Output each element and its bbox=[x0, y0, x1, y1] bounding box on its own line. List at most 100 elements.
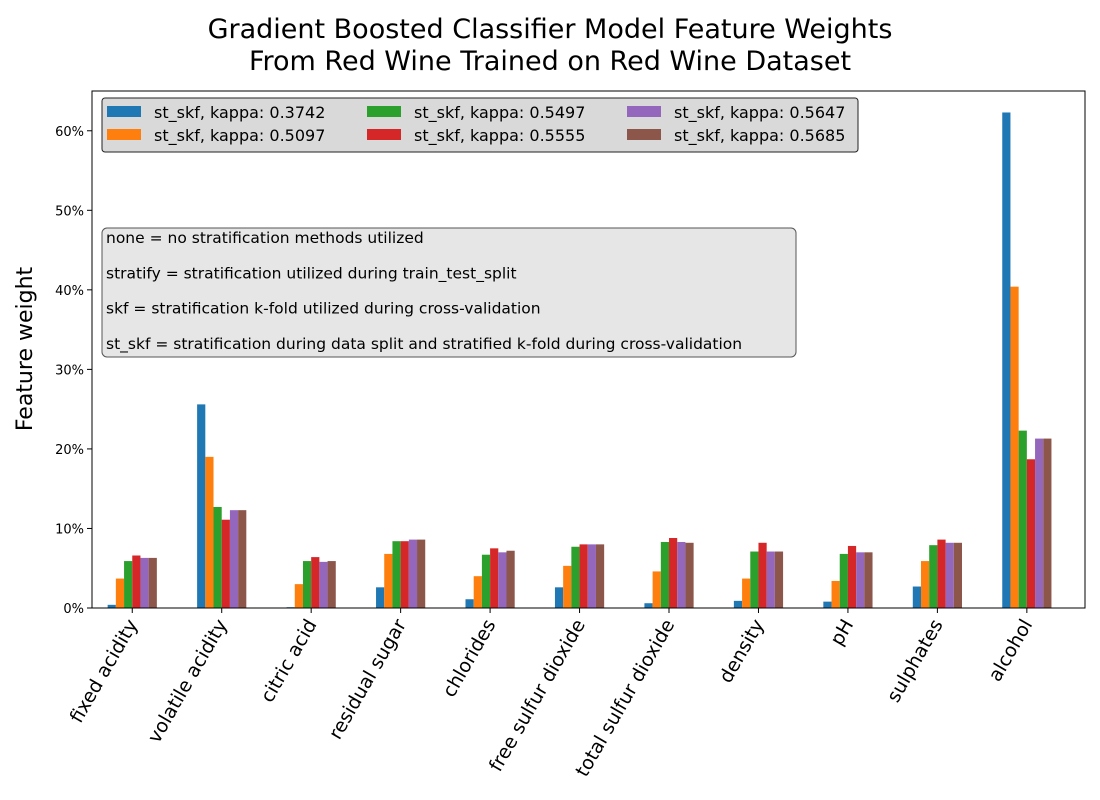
bar-volatile-acidity-series-2 bbox=[205, 456, 214, 608]
bar-residual-sugar-series-4 bbox=[400, 541, 409, 608]
bar-citric-acid-series-3 bbox=[302, 561, 312, 608]
bar-ph-series-4 bbox=[847, 545, 857, 608]
bar-residual-sugar-series-6 bbox=[417, 539, 426, 608]
legend-swatch bbox=[107, 106, 141, 117]
bar-chlorides-series-5 bbox=[498, 552, 507, 608]
bar-sulphates-series-2 bbox=[920, 561, 930, 608]
bar-ph-series-2 bbox=[831, 580, 840, 608]
x-tick-label: fixed acidity bbox=[66, 616, 143, 727]
x-tick-label: sulphates bbox=[883, 616, 948, 707]
legend-swatch bbox=[627, 106, 661, 117]
bar-residual-sugar-series-3 bbox=[392, 541, 401, 608]
bar-chlorides-series-3 bbox=[481, 554, 491, 608]
bar-volatile-acidity-series-4 bbox=[221, 519, 230, 608]
y-tick-label: 50% bbox=[55, 204, 84, 219]
bar-total-sulfur-dioxide-series-4 bbox=[669, 538, 678, 608]
bar-total-sulfur-dioxide-series-6 bbox=[685, 542, 694, 608]
bar-citric-acid-series-5 bbox=[319, 561, 328, 608]
y-tick-label: 10% bbox=[55, 522, 84, 537]
bar-sulphates-series-6 bbox=[953, 542, 962, 608]
bar-ph-series-5 bbox=[856, 552, 865, 608]
x-tick-label: volatile acidity bbox=[144, 616, 233, 747]
legend-label: st_skf, kappa: 0.5555 bbox=[414, 126, 585, 146]
bar-sulphates-series-5 bbox=[945, 542, 954, 608]
x-axis: fixed acidity volatile acidity citric acid… bbox=[66, 608, 1037, 781]
bar-citric-acid-series-2 bbox=[294, 584, 303, 608]
bar-total-sulfur-dioxide-series-1 bbox=[644, 603, 653, 608]
bar-chlorides-series-2 bbox=[473, 576, 482, 608]
annotation-line: st_skf = stratification during data spli… bbox=[106, 335, 742, 354]
annotation-background bbox=[101, 227, 797, 358]
bar-sulphates-series-3 bbox=[929, 545, 938, 608]
bar-alcohol-series-5 bbox=[1035, 438, 1044, 608]
bar-fixed-acidity-series-2 bbox=[115, 578, 125, 608]
bar-alcohol-series-3 bbox=[1018, 430, 1027, 608]
bar-residual-sugar-series-1 bbox=[376, 587, 385, 608]
bar-volatile-acidity-series-5 bbox=[229, 510, 239, 608]
bar-free-sulfur-dioxide-series-5 bbox=[587, 544, 596, 608]
bar-density-series-3 bbox=[750, 551, 759, 608]
y-axis-label: Feature weight bbox=[13, 266, 38, 431]
legend-swatch bbox=[367, 106, 401, 117]
annotation-line: none = no stratification methods utilize… bbox=[106, 229, 424, 247]
x-tick-label: chlorides bbox=[438, 616, 500, 702]
bar-density-series-6 bbox=[774, 551, 784, 608]
bar-citric-acid-series-4 bbox=[311, 557, 320, 608]
y-tick-label: 0% bbox=[63, 602, 84, 617]
x-tick-label: density bbox=[715, 616, 769, 687]
bar-free-sulfur-dioxide-series-4 bbox=[579, 544, 588, 608]
bars-layer bbox=[107, 112, 1052, 608]
bar-volatile-acidity-series-3 bbox=[213, 506, 222, 608]
plot-frame bbox=[91, 90, 1086, 609]
legend-label: st_skf, kappa: 0.5097 bbox=[154, 126, 325, 146]
bar-alcohol-series-4 bbox=[1026, 459, 1036, 608]
bar-fixed-acidity-series-6 bbox=[148, 557, 157, 608]
bar-sulphates-series-4 bbox=[937, 539, 946, 608]
bar-alcohol-series-6 bbox=[1043, 438, 1052, 608]
annotation-line: stratify = stratification utilized durin… bbox=[106, 264, 517, 283]
legend: st_skf, kappa: 0.3742 st_skf, kappa: 0.50… bbox=[101, 97, 859, 153]
legend-swatch bbox=[627, 129, 661, 140]
bar-fixed-acidity-series-4 bbox=[132, 555, 141, 608]
annotation-line: skf = stratification k-fold utilized dur… bbox=[106, 300, 541, 318]
annotation-box: none = no stratification methods utilize… bbox=[101, 227, 797, 358]
bar-volatile-acidity-series-6 bbox=[238, 510, 247, 608]
legend-label: st_skf, kappa: 0.3742 bbox=[154, 103, 325, 123]
bar-fixed-acidity-series-1 bbox=[107, 604, 116, 608]
chart-title-line-1: Gradient Boosted Classifier Model Featur… bbox=[208, 14, 893, 45]
bar-density-series-5 bbox=[766, 551, 775, 608]
legend-label: st_skf, kappa: 0.5685 bbox=[674, 126, 845, 146]
bar-free-sulfur-dioxide-series-1 bbox=[554, 587, 564, 608]
legend-background bbox=[101, 97, 859, 153]
bar-ph-series-6 bbox=[864, 552, 873, 608]
legend-swatch bbox=[107, 129, 141, 140]
x-tick-label: citric acid bbox=[256, 616, 321, 707]
bar-residual-sugar-series-2 bbox=[384, 553, 393, 608]
bar-ph-series-3 bbox=[839, 553, 848, 608]
y-axis: 0% 10% 20% 30% 40% 50% 60% bbox=[55, 125, 92, 617]
y-tick-label: 40% bbox=[55, 284, 84, 299]
bar-fixed-acidity-series-5 bbox=[140, 557, 149, 608]
bar-volatile-acidity-series-1 bbox=[197, 404, 206, 608]
x-tick-label: total sulfur dioxide bbox=[571, 616, 679, 781]
bar-free-sulfur-dioxide-series-3 bbox=[571, 546, 580, 608]
bar-density-series-1 bbox=[733, 600, 743, 608]
y-tick-label: 60% bbox=[55, 125, 84, 140]
bar-total-sulfur-dioxide-series-3 bbox=[660, 541, 670, 608]
legend-label: st_skf, kappa: 0.5497 bbox=[414, 103, 585, 123]
bar-ph-series-1 bbox=[823, 601, 832, 608]
legend-swatch bbox=[367, 129, 401, 140]
bar-chlorides-series-1 bbox=[465, 599, 474, 608]
bar-citric-acid-series-6 bbox=[327, 561, 336, 608]
x-tick-label: alcohol bbox=[984, 616, 1037, 686]
bar-fixed-acidity-series-3 bbox=[124, 561, 133, 608]
bar-free-sulfur-dioxide-series-6 bbox=[595, 544, 605, 608]
bar-total-sulfur-dioxide-series-2 bbox=[652, 571, 661, 608]
bar-free-sulfur-dioxide-series-2 bbox=[563, 565, 572, 608]
y-tick-label: 30% bbox=[55, 363, 84, 378]
legend-label: st_skf, kappa: 0.5647 bbox=[674, 103, 845, 123]
x-tick-label: pH bbox=[826, 616, 858, 650]
bar-alcohol-series-1 bbox=[1002, 112, 1011, 608]
